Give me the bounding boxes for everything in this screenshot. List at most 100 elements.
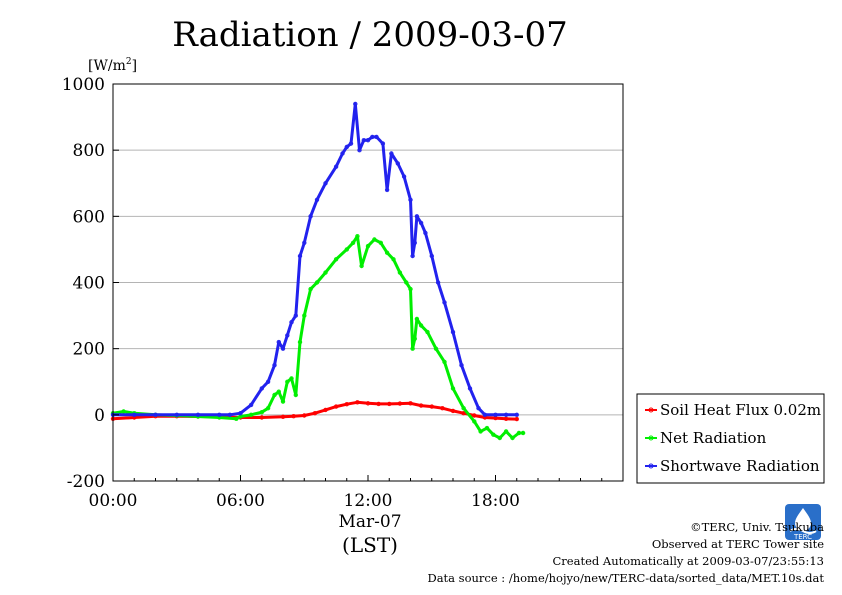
data-point <box>408 401 413 406</box>
data-point <box>461 406 466 411</box>
data-point <box>153 412 158 417</box>
data-point <box>412 240 417 245</box>
data-point <box>365 137 371 143</box>
data-point <box>353 101 358 107</box>
data-point <box>391 257 396 262</box>
data-point <box>132 412 137 417</box>
x-axis-label: (LST) <box>342 533 398 557</box>
data-point <box>418 323 424 328</box>
data-point <box>401 174 407 179</box>
grid-lines <box>113 83 623 482</box>
data-point <box>289 376 294 381</box>
data-point <box>412 336 417 341</box>
data-point <box>425 329 430 335</box>
data-point <box>355 233 360 239</box>
data-point <box>297 339 303 345</box>
credit-source: Data source : /home/hojyo/new/TERC-data/… <box>427 571 824 585</box>
data-point <box>514 416 519 422</box>
data-point <box>482 412 488 417</box>
data-point <box>365 401 371 406</box>
credits-block: ©TERC, Univ. Tsukuba Observed at TERC To… <box>427 519 824 587</box>
data-point <box>174 412 179 417</box>
x-tick-label: 06:00 <box>216 491 265 511</box>
data-point <box>272 392 277 398</box>
data-point <box>410 346 415 351</box>
data-point <box>461 411 466 416</box>
x-tick-label: 00:00 <box>89 491 138 511</box>
legend-label: Shortwave Radiation <box>660 457 820 475</box>
data-point <box>429 404 434 409</box>
data-point <box>476 406 481 411</box>
y-tick-label: 1000 <box>62 75 105 95</box>
data-point <box>418 220 424 226</box>
data-point <box>227 412 233 417</box>
data-point <box>357 147 362 153</box>
data-point <box>493 412 498 417</box>
data-point <box>370 134 375 140</box>
x-tick-label: 12:00 <box>344 491 393 511</box>
data-point <box>293 392 298 398</box>
data-point <box>414 316 420 322</box>
data-point <box>361 137 366 143</box>
data-point <box>293 313 298 318</box>
data-point <box>272 363 277 368</box>
credit-site: Observed at TERC Tower site <box>651 537 824 551</box>
legend-marker <box>648 463 654 469</box>
data-point <box>433 346 439 351</box>
data-point <box>323 407 328 413</box>
data-point <box>516 430 522 436</box>
y-tick-label: 800 <box>73 141 105 161</box>
data-point <box>503 429 509 434</box>
legend-marker <box>648 407 654 413</box>
data-point <box>248 412 254 417</box>
data-point <box>397 270 403 275</box>
data-point <box>514 412 519 417</box>
legend-marker <box>648 435 654 441</box>
data-point <box>234 416 239 421</box>
data-point <box>280 399 286 404</box>
data-point <box>333 164 339 169</box>
data-point <box>497 435 502 441</box>
water-drop-icon <box>795 508 811 531</box>
data-point <box>350 240 356 245</box>
data-point <box>365 243 371 249</box>
data-point <box>308 214 313 219</box>
data-point <box>418 403 424 408</box>
data-point <box>414 214 420 219</box>
data-point <box>380 141 386 146</box>
data-point <box>472 413 477 418</box>
data-point <box>376 401 381 407</box>
data-point <box>314 280 320 285</box>
wave-icon <box>789 528 817 534</box>
credit-created: Created Automatically at 2009-03-07/23:5… <box>552 554 825 568</box>
data-point <box>289 320 294 325</box>
data-point <box>503 416 509 421</box>
data-point <box>308 286 313 292</box>
data-point <box>312 411 318 416</box>
data-point <box>314 197 320 202</box>
data-point <box>520 430 526 436</box>
data-point <box>280 414 286 419</box>
legend-label: Net Radiation <box>660 429 767 447</box>
data-point <box>248 402 254 408</box>
data-point <box>395 161 400 166</box>
data-point <box>280 346 286 351</box>
legend: Soil Heat Flux 0.02m Net Radiation Shortwa… <box>636 393 825 484</box>
data-point <box>429 253 434 259</box>
data-point <box>450 386 456 391</box>
data-point <box>238 411 243 416</box>
data-point <box>378 240 383 245</box>
data-point <box>265 406 271 411</box>
date-label: Mar-07 <box>338 512 401 532</box>
data-point <box>408 197 413 202</box>
data-point <box>217 412 222 417</box>
data-point <box>348 141 354 146</box>
data-point <box>195 412 201 417</box>
data-point <box>333 404 339 409</box>
y-tick-label: 600 <box>73 207 105 227</box>
data-point <box>484 425 490 431</box>
data-point <box>259 386 264 391</box>
data-point <box>340 151 345 156</box>
data-point <box>359 263 364 269</box>
data-point <box>435 280 441 285</box>
